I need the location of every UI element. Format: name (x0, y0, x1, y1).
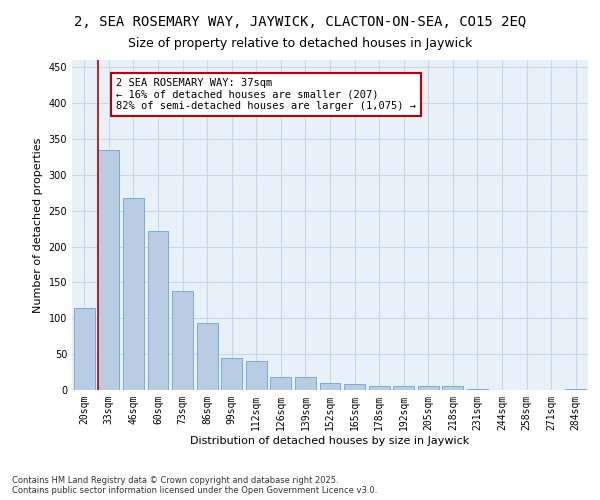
Text: 2, SEA ROSEMARY WAY, JAYWICK, CLACTON-ON-SEA, CO15 2EQ: 2, SEA ROSEMARY WAY, JAYWICK, CLACTON-ON… (74, 15, 526, 29)
Text: Size of property relative to detached houses in Jaywick: Size of property relative to detached ho… (128, 38, 472, 51)
Bar (442, 386, 463, 390)
Bar (393, 386, 414, 390)
Bar (246, 362, 267, 390)
Bar (418, 386, 439, 390)
Bar (320, 383, 340, 390)
Bar (148, 230, 169, 390)
X-axis label: Distribution of detached houses by size in Jaywick: Distribution of detached houses by size … (190, 436, 470, 446)
Bar (344, 384, 365, 390)
Bar (221, 358, 242, 390)
Bar (74, 308, 95, 390)
Text: 2 SEA ROSEMARY WAY: 37sqm
← 16% of detached houses are smaller (207)
82% of semi: 2 SEA ROSEMARY WAY: 37sqm ← 16% of detac… (116, 78, 416, 111)
Bar (368, 386, 389, 390)
Bar (98, 150, 119, 390)
Text: Contains HM Land Registry data © Crown copyright and database right 2025.
Contai: Contains HM Land Registry data © Crown c… (12, 476, 377, 495)
Bar (197, 324, 218, 390)
Bar (271, 377, 292, 390)
Bar (295, 377, 316, 390)
Bar (123, 198, 144, 390)
Bar (172, 291, 193, 390)
Y-axis label: Number of detached properties: Number of detached properties (33, 138, 43, 312)
Bar (565, 388, 586, 390)
